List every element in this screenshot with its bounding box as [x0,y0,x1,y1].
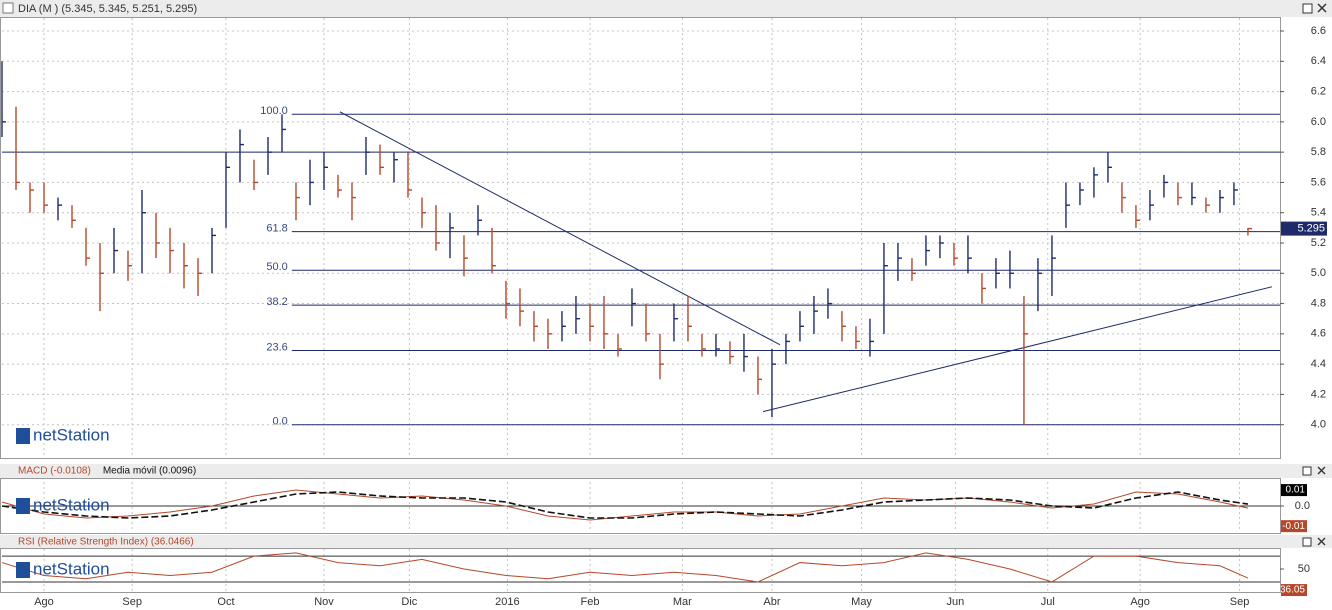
rsi-frame [0,548,1281,593]
y-tick-label: 5.4 [1311,207,1326,219]
x-tick-label: Nov [314,596,334,608]
last-value-label: -0.01 [1282,521,1305,532]
x-tick-label: Dic [401,596,417,608]
x-tick-label: Jun [946,596,964,608]
x-tick-label: Ago [34,596,54,608]
indicator-name: RSI (Relative Strength Index) (36.0466) [18,537,194,548]
macd-header [0,464,1332,478]
watermark-icon [16,428,30,444]
rsi-header [0,535,1332,548]
x-tick-label: Oct [217,596,234,608]
y-tick-label: 6.6 [1311,25,1326,37]
y-tick-label: 4.4 [1311,358,1326,370]
y-tick-label: 5.6 [1311,176,1326,188]
last-price-label: 5.295 [1297,223,1325,235]
last-value-label: 36.05 [1280,585,1305,596]
x-tick-label: Abr [763,596,780,608]
y-tick-label: 0.0 [1295,500,1310,512]
macd-maximize[interactable] [1302,466,1312,476]
main-header [0,0,1332,17]
close-button[interactable] [1317,3,1327,13]
watermark-icon [16,498,30,514]
x-tick-label: Feb [580,596,599,608]
indicator-name: MACD (-0.0108) [18,466,91,477]
indicator-line [1,552,1249,583]
watermark: netStation [33,495,110,514]
window-icon[interactable] [2,2,14,14]
x-tick-label: Sep [1230,596,1250,608]
y-tick-label: 5.2 [1311,237,1326,249]
fib-label: 100.0 [260,105,288,117]
last-price-box [1281,221,1327,236]
last-value-box [1281,520,1307,533]
y-tick-label: 50 [1298,563,1310,575]
y-tick-label: 6.4 [1311,55,1326,67]
last-value-box [1281,484,1307,497]
main-frame [0,17,1281,459]
x-tick-label: Ago [1130,596,1150,608]
x-tick-label: Jul [1041,596,1055,608]
fib-label: 61.8 [266,223,287,235]
y-tick-label: 6.2 [1311,85,1326,97]
x-tick-label: May [851,596,872,608]
y-tick-label: 5.0 [1311,267,1326,279]
y-tick-label: 5.8 [1311,146,1326,158]
x-tick-label: 2016 [495,596,519,608]
indicator-line [1,489,1249,521]
watermark: netStation [33,559,110,578]
y-tick-label: 4.6 [1311,328,1326,340]
maximize-button[interactable] [1302,3,1313,14]
y-tick-label: 6.0 [1311,116,1326,128]
last-value-box [1281,584,1307,597]
watermark: netStation [33,425,110,444]
x-tick-label: Sep [122,596,142,608]
fib-label: 38.2 [266,296,287,308]
x-tick-label: Mar [673,596,692,608]
fib-label: 50.0 [266,261,287,273]
y-tick-label: 4.8 [1311,297,1326,309]
last-value-label: 0.01 [1286,485,1306,496]
trendline [339,111,781,346]
fib-label: 0.0 [272,416,287,428]
main-title: DIA (M ) (5.345, 5.345, 5.251, 5.295) [18,3,197,15]
y-tick-label: 4.2 [1311,388,1326,400]
trendline [762,286,1272,413]
y-tick-label: 4.0 [1311,419,1326,431]
indicator-name: Media móvil (0.0096) [103,466,196,477]
rsi-close[interactable] [1317,537,1326,546]
macd-close[interactable] [1317,466,1326,475]
indicator-line [1,491,1249,519]
watermark-icon [16,562,30,578]
rsi-maximize[interactable] [1302,537,1312,547]
fib-label: 23.6 [266,341,287,353]
